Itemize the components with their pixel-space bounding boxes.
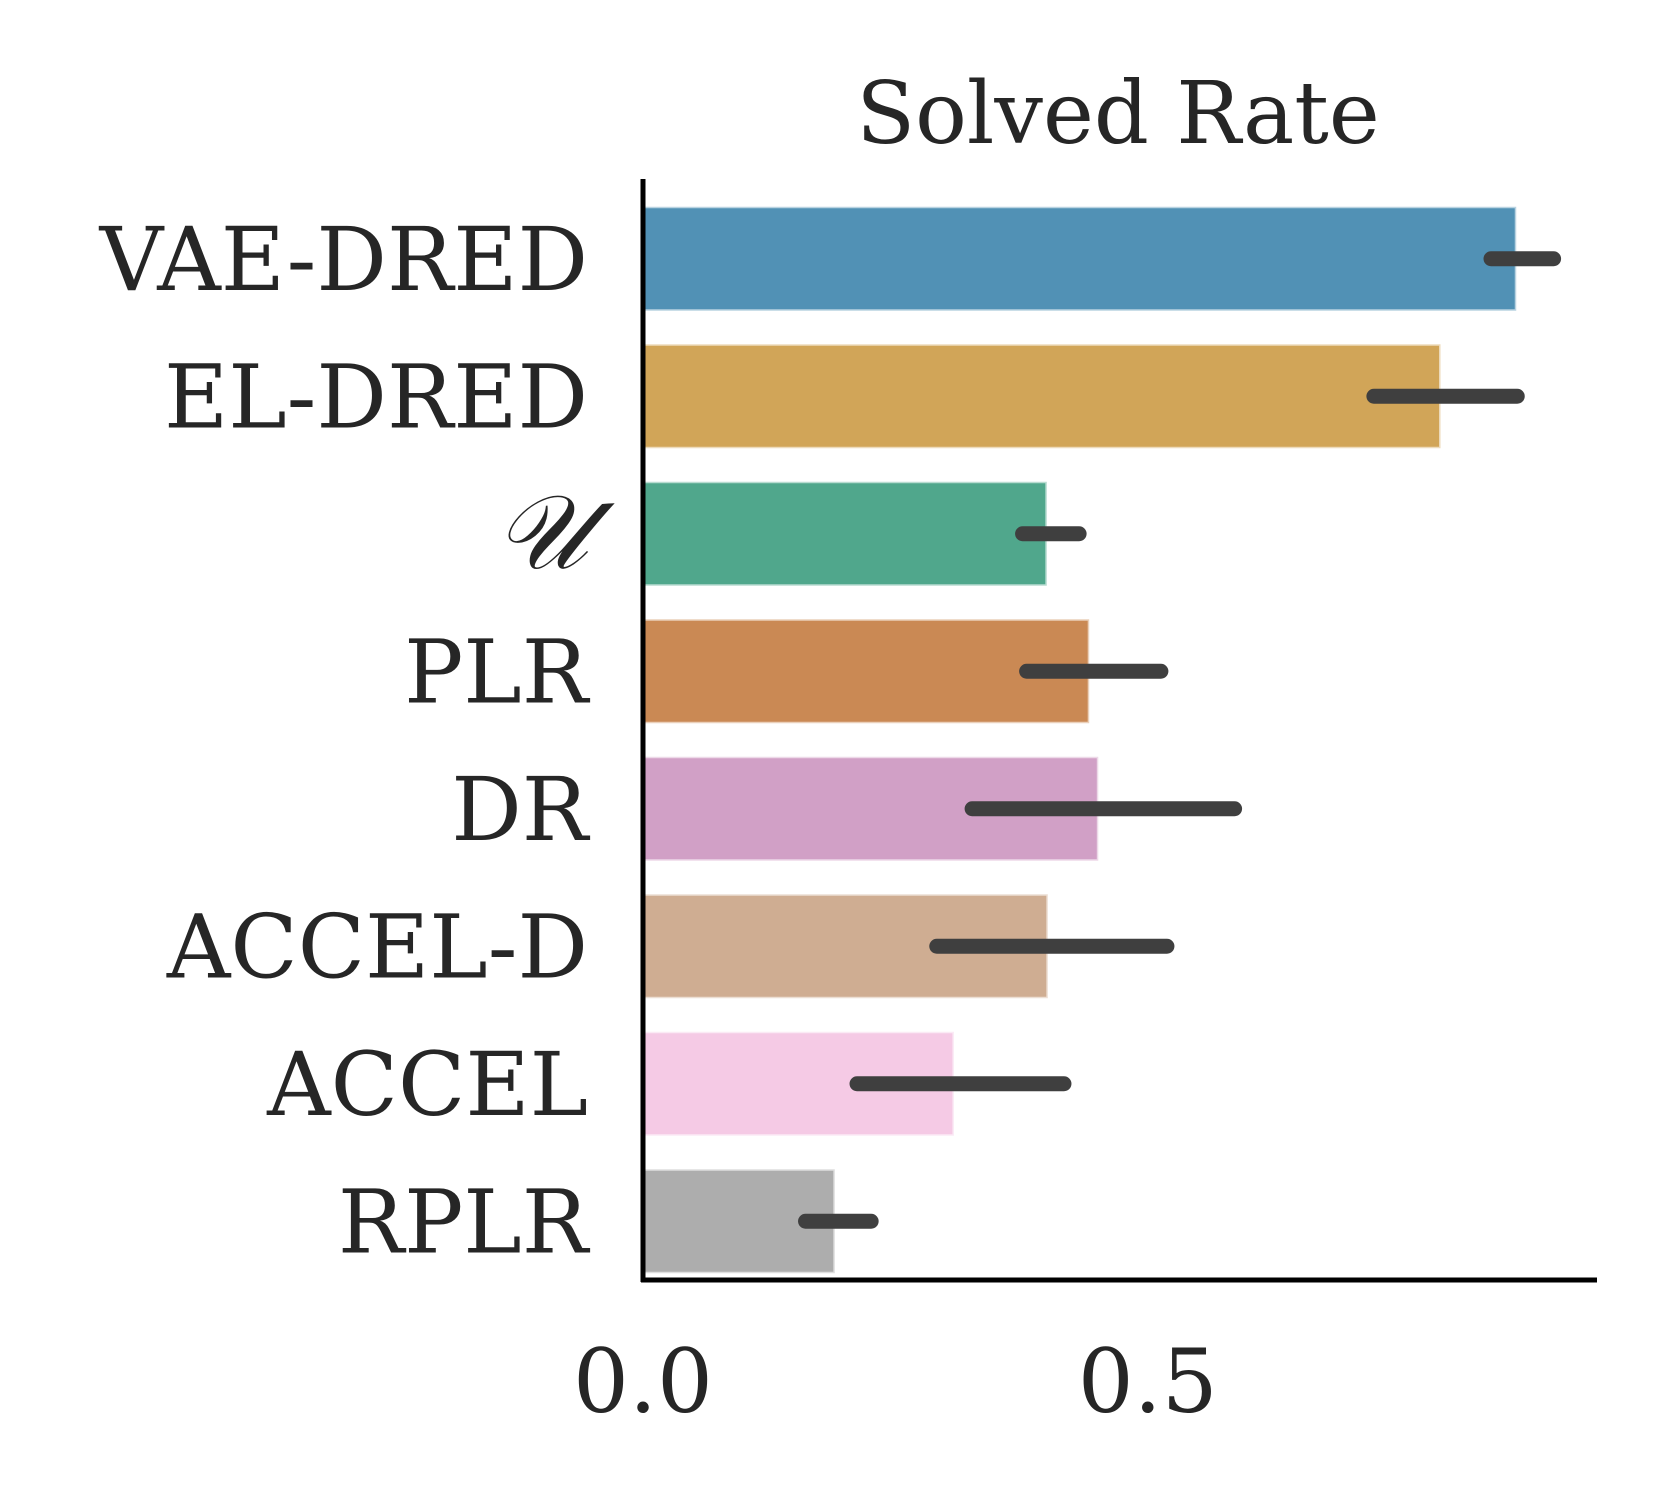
bars-layer (641, 205, 1518, 1275)
category-label-vae-dred: VAE-DRED (99, 208, 588, 311)
chart-title: Solved Rate (856, 64, 1380, 164)
category-label-el-dred: EL-DRED (164, 345, 588, 448)
bar-u (641, 480, 1049, 588)
category-label-accel: ACCEL (266, 1033, 588, 1136)
x-tick-label: 0.5 (1078, 1330, 1218, 1433)
category-label-plr: PLR (404, 620, 591, 723)
bar-el-dred (641, 342, 1443, 450)
category-label-dr: DR (451, 758, 591, 861)
bar-plr (641, 617, 1091, 725)
error-bars-layer (798, 251, 1562, 1229)
category-label-accel-d: ACCEL-D (166, 895, 588, 998)
x-tick-label: 0.0 (573, 1330, 713, 1433)
bar-vae-dred (641, 205, 1518, 313)
x-axis-ticks: 0.0 0.5 (573, 1330, 1218, 1433)
category-label-rplr: RPLR (338, 1170, 591, 1273)
category-labels: VAE-DRED EL-DRED 𝒰 PLR DR ACCEL-D ACCEL RPLR (99, 208, 616, 1274)
category-label-u: 𝒰 (494, 471, 615, 593)
